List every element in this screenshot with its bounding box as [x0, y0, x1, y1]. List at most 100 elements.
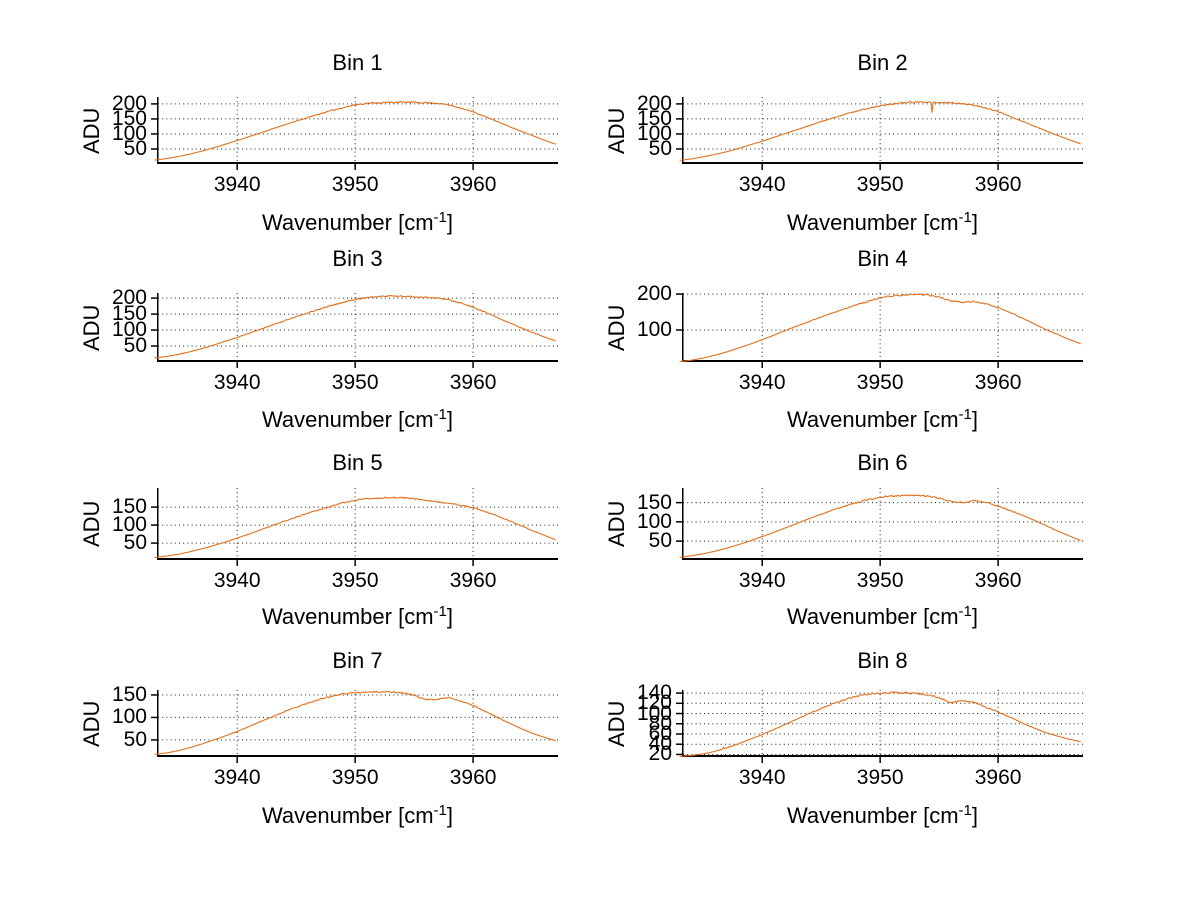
x-axis-label-text: Wavenumber [cm [786, 604, 959, 629]
y-tick-label: 20 [648, 742, 672, 766]
spectrum-curve [679, 101, 1081, 161]
x-axis-label: Wavenumber [cm-1] [157, 802, 558, 829]
y-tick-label: 100 [111, 705, 147, 729]
x-tick-label: 3960 [449, 766, 497, 789]
x-axis-label-superscript: -1 [958, 209, 972, 226]
plot-title-bin-6: Bin 6 [857, 450, 908, 475]
x-axis-label-superscript: -1 [433, 406, 447, 423]
y-tick-label: 100 [636, 318, 672, 342]
x-axis-label-text: Wavenumber [cm [261, 604, 434, 629]
plot-area-bin-8 [676, 690, 1083, 763]
x-axis-label-text: Wavenumber [cm [786, 803, 959, 828]
x-axis-label-bracket: ] [446, 604, 454, 629]
x-tick-label: 3950 [856, 173, 904, 196]
y-tick-label: 200 [111, 91, 147, 115]
x-axis-label-text: Wavenumber [cm [261, 407, 434, 432]
plot-title-bin-5: Bin 5 [332, 450, 383, 475]
y-tick-label: 50 [123, 531, 147, 555]
x-tick-label: 3940 [738, 371, 786, 394]
x-axis-label-bracket: ] [971, 803, 979, 828]
x-axis-label-bracket: ] [971, 604, 979, 629]
plot-area-bin-3 [151, 293, 558, 368]
x-tick-label: 3940 [213, 371, 261, 394]
x-axis-label-text: Wavenumber [cm [261, 210, 434, 235]
x-tick-label: 3960 [974, 766, 1022, 789]
y-tick-label: 50 [648, 136, 672, 160]
plot-area-bin-4 [676, 293, 1083, 368]
x-axis-label: Wavenumber [cm-1] [157, 209, 558, 236]
plot-area-bin-7 [151, 690, 558, 763]
plot-title-bin-1: Bin 1 [332, 50, 383, 75]
y-tick-label: 200 [111, 286, 147, 310]
y-tick-label: 150 [636, 490, 672, 514]
x-axis-label: Wavenumber [cm-1] [682, 802, 1083, 829]
y-tick-label: 100 [111, 121, 147, 145]
x-axis-label: Wavenumber [cm-1] [682, 603, 1083, 630]
x-axis-label-text: Wavenumber [cm [786, 210, 959, 235]
x-tick-label: 3940 [738, 569, 786, 592]
x-axis-label-bracket: ] [446, 407, 454, 432]
x-axis-label-superscript: -1 [958, 406, 972, 423]
x-tick-label: 3950 [856, 371, 904, 394]
x-tick-label: 3960 [974, 371, 1022, 394]
y-tick-label: 140 [636, 681, 672, 705]
x-tick-label: 3960 [974, 173, 1022, 196]
y-tick-label: 50 [123, 334, 147, 358]
y-tick-label: 50 [123, 727, 147, 751]
y-tick-label: 50 [648, 529, 672, 553]
spectrum-curve [154, 101, 556, 161]
y-tick-label: 150 [111, 682, 147, 706]
x-axis-label-bracket: ] [971, 210, 979, 235]
plot-title-bin-2: Bin 2 [857, 50, 908, 75]
x-tick-label: 3950 [331, 371, 379, 394]
x-tick-label: 3950 [331, 766, 379, 789]
plot-area-bin-1 [151, 97, 558, 170]
spectrum-curve [154, 294, 556, 359]
y-tick-label: 100 [636, 121, 672, 145]
x-tick-label: 3940 [738, 173, 786, 196]
x-axis-label: Wavenumber [cm-1] [682, 209, 1083, 236]
y-tick-label: 100 [636, 701, 672, 725]
y-tick-label: 80 [648, 711, 672, 735]
y-tick-label: 100 [636, 509, 672, 533]
x-tick-label: 3950 [331, 569, 379, 592]
x-tick-label: 3960 [974, 569, 1022, 592]
x-axis-label-superscript: -1 [958, 603, 972, 620]
x-axis-label: Wavenumber [cm-1] [157, 406, 558, 433]
y-tick-label: 150 [111, 495, 147, 519]
x-axis-label-text: Wavenumber [cm [786, 407, 959, 432]
x-tick-label: 3960 [449, 371, 497, 394]
plot-title-bin-7: Bin 7 [332, 648, 383, 673]
spectrum-curve [679, 691, 1081, 758]
y-tick-label: 50 [123, 136, 147, 160]
x-axis-label: Wavenumber [cm-1] [157, 603, 558, 630]
x-axis-label-superscript: -1 [433, 802, 447, 819]
spectrum-curve [154, 496, 556, 559]
spectrum-curve [679, 494, 1081, 558]
y-tick-label: 120 [636, 691, 672, 715]
x-axis-label-superscript: -1 [958, 802, 972, 819]
plot-title-bin-8: Bin 8 [857, 648, 908, 673]
x-axis-label-superscript: -1 [433, 209, 447, 226]
x-tick-label: 3940 [213, 766, 261, 789]
x-axis-label-text: Wavenumber [cm [261, 803, 434, 828]
y-tick-label: 200 [636, 91, 672, 115]
plot-title-bin-3: Bin 3 [332, 246, 383, 271]
x-tick-label: 3940 [213, 569, 261, 592]
y-tick-label: 150 [111, 106, 147, 130]
y-tick-label: 60 [648, 721, 672, 745]
spectrum-curve [679, 293, 1081, 363]
plot-area-bin-6 [676, 488, 1083, 566]
plot-area-bin-5 [151, 488, 558, 566]
x-tick-label: 3940 [738, 766, 786, 789]
x-axis-label-superscript: -1 [433, 603, 447, 620]
x-tick-label: 3940 [213, 173, 261, 196]
x-axis-label-bracket: ] [446, 210, 454, 235]
x-tick-label: 3960 [449, 173, 497, 196]
plot-area-bin-2 [676, 97, 1083, 170]
x-axis-label-bracket: ] [971, 407, 979, 432]
y-tick-label: 150 [111, 302, 147, 326]
y-tick-label: 40 [648, 732, 672, 756]
x-tick-label: 3950 [331, 173, 379, 196]
